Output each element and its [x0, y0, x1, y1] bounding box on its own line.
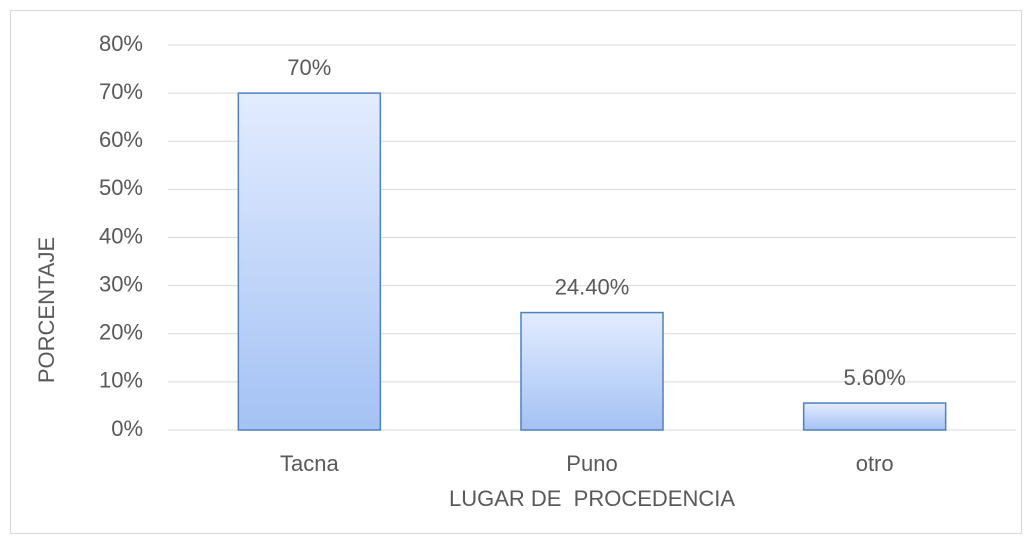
y-tick-label: 70% [99, 79, 143, 104]
x-axis-title: LUGAR DE PROCEDENCIA [449, 486, 735, 511]
y-tick-label: 0% [111, 416, 143, 441]
y-tick-label: 50% [99, 175, 143, 200]
y-tick-label: 80% [99, 31, 143, 56]
bar [237, 92, 382, 431]
y-tick-label: 20% [99, 320, 143, 345]
chart-border [10, 10, 1022, 534]
data-label: 5.60% [843, 365, 905, 390]
bar [802, 402, 947, 431]
data-label: 24.40% [555, 274, 630, 299]
y-tick-label: 40% [99, 223, 143, 248]
y-tick-label: 30% [99, 271, 143, 296]
bar [520, 311, 664, 431]
x-tick-label: otro [856, 451, 894, 476]
y-tick-label: 60% [99, 127, 143, 152]
x-tick-label: Puno [566, 451, 617, 476]
data-label: 70% [287, 55, 331, 80]
y-axis-title: PORCENTAJE [34, 237, 59, 383]
x-tick-label: Tacna [280, 451, 339, 476]
y-tick-label: 10% [99, 368, 143, 393]
